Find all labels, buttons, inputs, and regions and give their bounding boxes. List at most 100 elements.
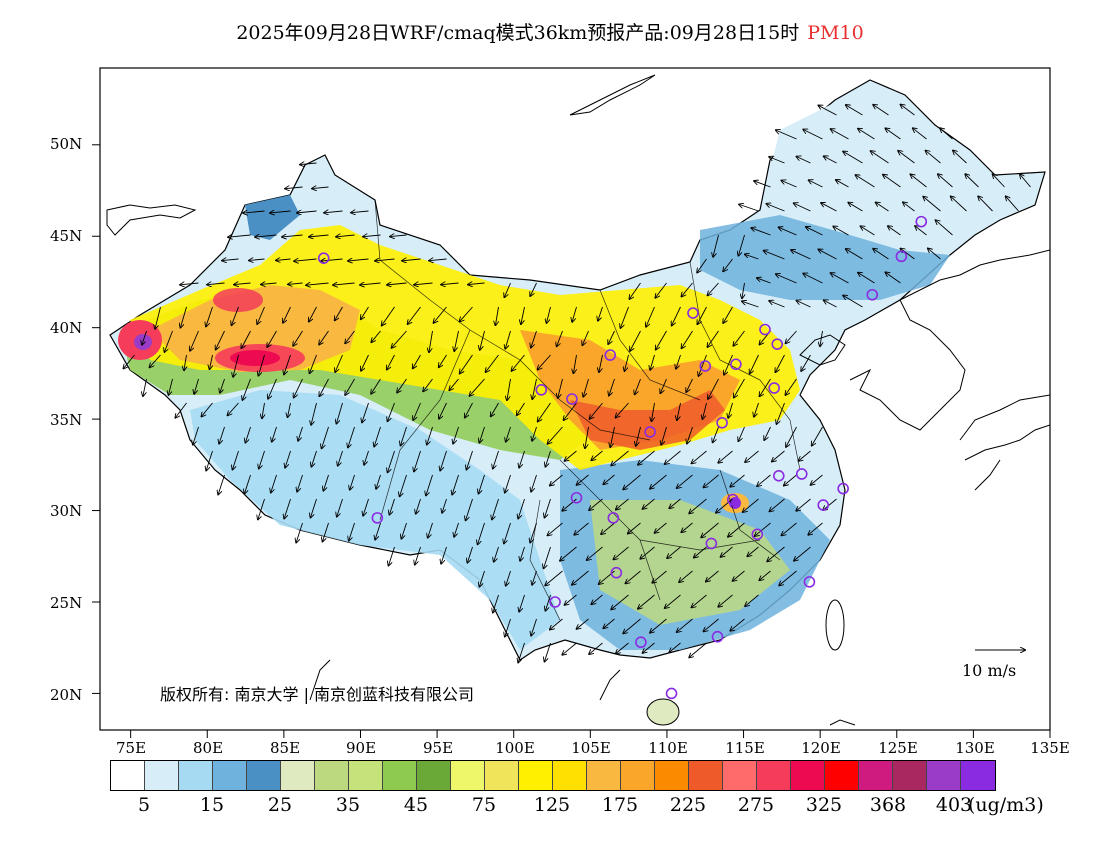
wind-arrow: [590, 402, 603, 419]
wind-arrow: [345, 378, 355, 395]
wind-arrow: [271, 474, 277, 493]
wind-arrow: [855, 175, 875, 188]
wind-reference-label: 10 m/s: [962, 661, 1017, 680]
wind-arrow: [310, 354, 317, 373]
wind-arrow: [267, 330, 277, 347]
wind-arrow: [249, 259, 265, 260]
wind-arrow: [785, 378, 797, 395]
legend-swatch: [111, 761, 145, 790]
wind-arrow: [362, 402, 369, 422]
wind-arrow: [703, 474, 719, 487]
wind-arrow: [650, 618, 667, 633]
wind-arrow: [900, 105, 915, 116]
wind-arrow: [520, 546, 525, 561]
wind-arrow: [616, 642, 629, 654]
wind-arrow: [672, 306, 681, 325]
wind-arrow: [244, 474, 251, 494]
station-marker: [711, 630, 724, 643]
wind-arrow: [757, 278, 771, 284]
wind-arrow: [296, 522, 303, 543]
wind-arrow: [518, 642, 525, 663]
wind-arrow: [321, 259, 343, 261]
wind-arrow: [371, 378, 381, 394]
wind-arrow: [414, 450, 421, 471]
wind-arrow: [993, 174, 1005, 188]
wind-arrow: [550, 618, 563, 630]
wind-arrow: [730, 618, 745, 631]
hainan-island: [646, 698, 680, 726]
wind-arrow: [836, 180, 849, 188]
wind-arrow: [910, 174, 927, 188]
wind-arrow: [766, 204, 785, 212]
wind-arrow: [400, 474, 407, 496]
wind-arrow: [293, 330, 303, 346]
wind-arrow: [677, 474, 693, 488]
wind-arrow: [426, 474, 433, 495]
wind-arrow: [885, 128, 901, 140]
wind-arrow: [640, 546, 655, 559]
wind-arrow: [900, 249, 915, 260]
legend-swatch: [689, 761, 723, 790]
wind-arrow: [505, 330, 511, 349]
wind-arrow: [337, 498, 343, 517]
wind-arrow: [442, 498, 447, 513]
wind-arrow: [232, 306, 239, 325]
wind-arrow: [530, 522, 537, 543]
wind-arrow: [532, 570, 537, 585]
wind-arrow: [478, 474, 485, 494]
station-marker: [535, 384, 548, 396]
wind-arrow: [284, 354, 291, 374]
legend-swatch: [451, 761, 485, 790]
wind-arrow: [306, 283, 329, 285]
lon-label-100: 100E: [495, 739, 535, 757]
wind-arrow: [713, 234, 719, 257]
wind-arrow: [635, 378, 641, 394]
wind-arrow: [319, 378, 329, 396]
wind-arrow: [681, 522, 693, 532]
wind-arrow: [811, 474, 823, 485]
wind-arrow: [689, 498, 707, 513]
wind-arrow: [531, 474, 537, 492]
wind-arrow: [512, 354, 525, 371]
wind-arrow: [978, 196, 993, 212]
wind-arrow: [821, 203, 837, 212]
wind-arrow: [750, 354, 759, 373]
wind-arrow: [609, 378, 615, 396]
wind-arrow: [936, 220, 953, 236]
station-marker: [716, 416, 728, 429]
wind-arrow: [655, 522, 667, 533]
wind-arrow: [546, 306, 551, 323]
wind-arrow: [168, 378, 173, 395]
wind-arrow: [620, 306, 629, 328]
wind-arrow: [467, 546, 473, 563]
wind-arrow: [691, 450, 707, 463]
wind-arrow: [707, 330, 719, 347]
wind-arrow: [776, 402, 785, 424]
wind-arrow: [769, 498, 785, 511]
wind-arrow: [871, 151, 889, 164]
wind-arrow: [323, 474, 329, 491]
wind-arrow: [400, 426, 407, 446]
station-marker: [610, 566, 623, 579]
wind-arrow: [858, 129, 875, 140]
title-main: 2025年09月28日WRF/cmaq模式36km预报产品:09月28日15时: [236, 22, 800, 44]
wind-arrow: [776, 130, 797, 140]
wind-arrow: [751, 228, 771, 236]
lon-label-135: 135E: [1030, 739, 1070, 757]
legend-swatch: [485, 761, 519, 790]
wind-arrow: [565, 450, 577, 461]
wind-arrow: [361, 354, 369, 371]
wind-arrow: [413, 402, 421, 420]
wind-arrow: [650, 354, 655, 370]
wind-arrow: [786, 426, 797, 447]
wind-arrow: [460, 354, 473, 373]
wind-arrow: [300, 163, 317, 165]
wind-arrow: [335, 354, 343, 372]
wind-arrow: [382, 306, 395, 325]
legend-swatch: [315, 761, 349, 790]
wind-arrow: [689, 642, 707, 657]
wind-arrow: [843, 151, 863, 164]
wind-arrow: [745, 254, 759, 260]
station-marker: [665, 687, 678, 700]
wind-arrow: [676, 354, 681, 369]
